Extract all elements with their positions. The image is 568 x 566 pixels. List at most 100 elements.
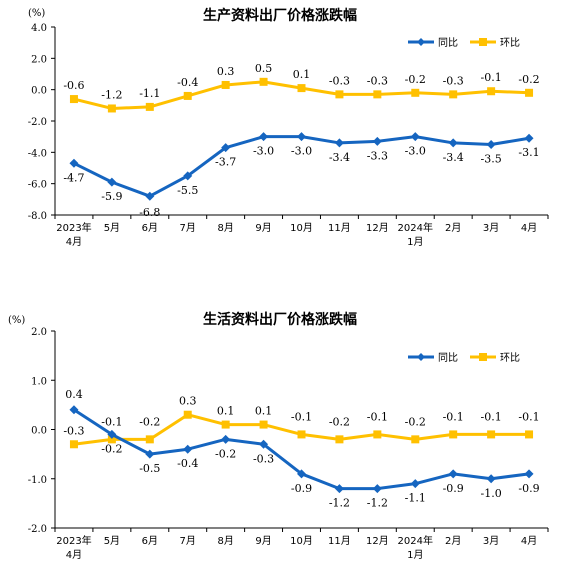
data-point-mom — [487, 430, 496, 439]
x-tick-label: 5月 — [104, 222, 120, 234]
data-label-mom: -0.2 — [405, 415, 426, 428]
chart-1: 生产资料出厂价格涨跌幅 (%) 4.0 2.0 0.0 -2.0 -4.0 -6.0 -8.0 2… — [28, 7, 549, 248]
data-point-yoy — [69, 158, 79, 168]
x-tick-label: 4月 — [521, 535, 537, 547]
data-label-yoy: -0.2 — [215, 447, 236, 460]
data-point-yoy — [145, 191, 155, 201]
x-tick-label: 12月 — [366, 535, 389, 547]
x-tick-label: 2月 — [445, 222, 461, 234]
y-tick-label: 1.0 — [31, 376, 47, 387]
data-point-mom — [183, 410, 192, 419]
chart-title: 生产资料出厂价格涨跌幅 — [203, 7, 357, 24]
legend-label-yoy: 同比 — [438, 352, 458, 364]
data-point-mom — [259, 77, 268, 86]
data-label-yoy: -1.0 — [481, 487, 502, 500]
x-tick-label: 5月 — [104, 535, 120, 547]
data-point-yoy — [107, 177, 117, 187]
x-tick-label: 4月 — [66, 549, 82, 561]
x-tick-label: 2023年 — [56, 221, 91, 234]
x-tick-label: 7月 — [180, 535, 196, 547]
data-point-mom — [259, 420, 268, 429]
data-point-mom — [69, 95, 78, 104]
x-tick-label: 2023年 — [56, 534, 91, 547]
data-label-mom: -0.3 — [443, 74, 464, 87]
y-unit-label: (%) — [8, 315, 25, 326]
x-tick-label: 8月 — [217, 535, 233, 547]
legend-marker-mom — [479, 353, 487, 361]
data-point-mom — [335, 435, 344, 444]
y-tick-label: -8.0 — [28, 211, 47, 222]
data-point-mom — [525, 88, 534, 97]
y-tick-label: 0.0 — [31, 86, 47, 97]
data-point-yoy — [334, 484, 344, 494]
y-tick-label: -1.0 — [28, 475, 47, 486]
data-point-yoy — [69, 405, 79, 415]
data-label-mom: -1.1 — [139, 87, 160, 100]
x-tick-label: 1月 — [407, 549, 423, 561]
data-point-mom — [449, 90, 458, 99]
y-tick-label: 0.0 — [31, 426, 47, 437]
data-label-yoy: -5.9 — [101, 190, 122, 203]
data-point-yoy — [524, 469, 534, 479]
data-point-yoy — [297, 132, 306, 142]
data-point-mom — [221, 80, 230, 89]
data-label-mom: -0.4 — [177, 76, 198, 89]
x-tick-label: 9月 — [255, 222, 271, 234]
legend-marker-yoy — [417, 38, 425, 46]
data-label-yoy: -0.9 — [291, 482, 312, 495]
data-point-yoy — [410, 479, 420, 489]
y-tick-label: -6.0 — [28, 180, 47, 191]
y-tick-label: 2.0 — [31, 54, 47, 65]
y-tick-label: -2.0 — [28, 524, 47, 535]
y-unit-label: (%) — [28, 8, 45, 19]
data-label-mom: -0.3 — [63, 424, 84, 437]
data-point-mom — [449, 430, 458, 439]
legend-marker-mom — [479, 38, 487, 46]
data-label-mom: -0.2 — [139, 415, 160, 428]
data-point-mom — [297, 430, 306, 439]
data-point-mom — [411, 88, 420, 97]
y-tick-label: 2.0 — [31, 327, 47, 338]
data-label-mom: -0.1 — [481, 410, 502, 423]
data-label-yoy: -5.5 — [177, 184, 198, 197]
data-point-mom — [525, 430, 534, 439]
data-point-yoy — [259, 132, 269, 142]
data-label-yoy: -0.5 — [139, 462, 160, 475]
data-label-mom: -0.2 — [405, 73, 426, 86]
data-label-mom: -0.6 — [63, 79, 84, 92]
data-label-yoy: -3.4 — [443, 151, 464, 164]
data-point-mom — [487, 87, 496, 96]
data-label-yoy: -3.4 — [329, 151, 350, 164]
data-label-yoy: -6.8 — [139, 206, 160, 219]
data-point-mom — [107, 104, 116, 113]
data-label-yoy: -0.4 — [177, 457, 198, 470]
x-tick-label: 1月 — [407, 236, 423, 248]
data-label-mom: -0.2 — [329, 415, 350, 428]
data-point-mom — [297, 84, 306, 93]
data-point-yoy — [448, 138, 458, 148]
data-label-mom: -0.1 — [367, 410, 388, 423]
data-label-yoy: -1.1 — [405, 492, 426, 505]
data-label-mom: -0.3 — [329, 74, 350, 87]
data-point-mom — [335, 90, 344, 99]
data-label-mom: -0.3 — [367, 74, 388, 87]
data-point-mom — [183, 91, 192, 100]
data-label-yoy: -3.0 — [253, 145, 274, 158]
data-point-yoy — [183, 171, 193, 181]
data-point-mom — [221, 420, 230, 429]
chart-2: 生活资料出厂价格涨跌幅 (%) 2.0 1.0 0.0 -1.0 -2.0 2023年 4月 5月… — [8, 311, 549, 561]
data-point-yoy — [334, 138, 344, 148]
data-label-yoy: -0.2 — [101, 442, 122, 455]
data-label-mom: -0.1 — [518, 410, 539, 423]
data-point-yoy — [486, 140, 496, 149]
data-point-yoy — [145, 449, 155, 459]
data-label-mom: 0.1 — [255, 405, 273, 418]
legend-marker-yoy — [417, 353, 425, 361]
legend-label-yoy: 同比 — [438, 37, 458, 49]
data-label-yoy: -3.1 — [518, 146, 539, 159]
data-point-mom — [145, 102, 154, 111]
data-label-mom: 0.1 — [217, 405, 235, 418]
data-label-yoy: -3.7 — [215, 156, 236, 169]
data-point-mom — [411, 435, 420, 444]
y-tick-label: -2.0 — [28, 117, 47, 128]
